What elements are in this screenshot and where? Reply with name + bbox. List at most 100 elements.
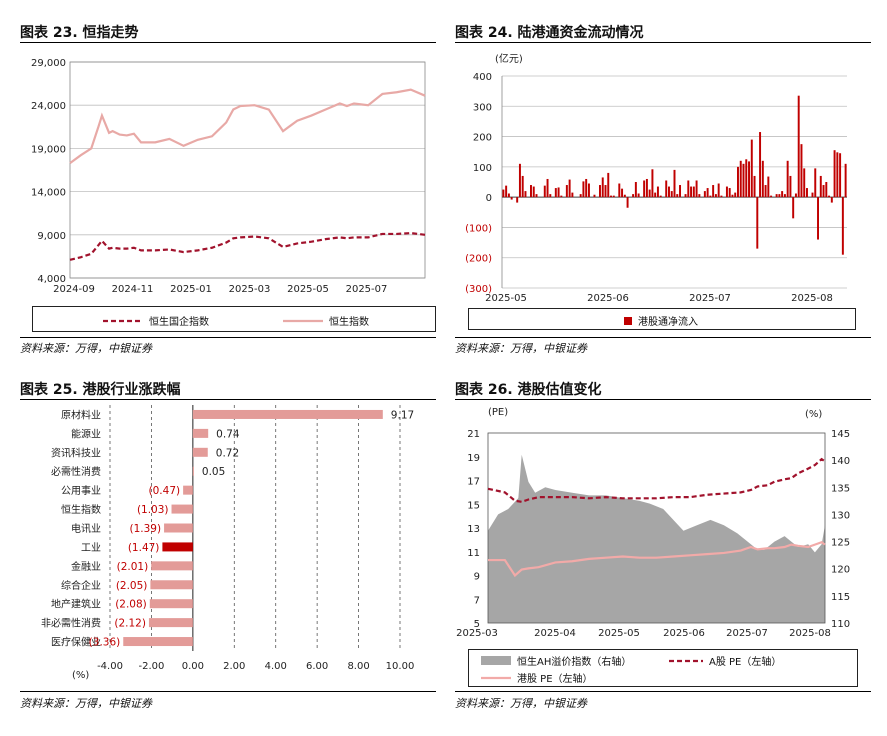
hk-pe-line <box>488 541 826 578</box>
flow-bar <box>524 191 527 198</box>
legend-item-hscei: 恒生国企指数 <box>103 313 209 328</box>
x-tick-label: 2025-07 <box>346 284 388 295</box>
flow-bar <box>568 179 571 198</box>
flow-bar <box>794 193 797 198</box>
flow-bar <box>786 160 789 198</box>
sector-bar <box>192 466 194 476</box>
flow-bar <box>535 194 538 198</box>
bar-swatch <box>624 316 632 325</box>
flow-bar <box>684 194 687 198</box>
source-rule <box>20 691 436 692</box>
x-tick-label: 6.00 <box>306 661 328 672</box>
legend-label: A股 PE（左轴） <box>709 657 782 668</box>
flow-bar <box>717 183 720 198</box>
x-tick-label: 2025-01 <box>170 284 212 295</box>
source-rule <box>20 337 436 338</box>
a-share-pe-line <box>487 457 826 504</box>
plot-frame <box>69 61 426 279</box>
series-line-hscei <box>69 231 426 261</box>
y-left-tick-label: 11 <box>467 548 480 559</box>
y-tick-label: (300) <box>465 284 492 295</box>
flow-bar <box>761 160 764 198</box>
category-label: 恒生指数 <box>61 503 101 516</box>
flow-bar <box>587 183 590 198</box>
flow-bar <box>783 194 786 198</box>
source-note: 资料来源：万得，中银证券 <box>20 697 152 710</box>
flow-bar <box>651 169 654 198</box>
flow-bar <box>778 194 781 198</box>
flow-bar <box>665 180 668 198</box>
flow-bar <box>742 163 745 198</box>
legend-label: 恒生指数 <box>329 317 369 328</box>
x-tick-label: 10.00 <box>386 661 415 672</box>
flow-bar <box>748 161 750 198</box>
flow-bar <box>687 180 690 198</box>
y-tick-label: 100 <box>473 163 492 174</box>
source-rule <box>455 337 871 338</box>
x-tick-label: 2024-11 <box>112 284 154 295</box>
flow-bar <box>695 180 698 198</box>
source-rule <box>455 691 871 692</box>
flow-bar <box>637 193 640 198</box>
legend-label: 恒生国企指数 <box>149 317 209 328</box>
flow-bar <box>725 186 728 198</box>
ah-premium-area <box>488 454 825 623</box>
sector-returns-chart: -4.00 -2.00 0.00 2.00 4.00 6.00 8.00 10.00 (%) 原材… <box>41 405 415 681</box>
y-tick-label: 14,000 <box>31 188 66 199</box>
flow-bar <box>728 188 731 198</box>
y-right-tick-label: 140 <box>831 456 850 467</box>
legend-item-flow: 港股通净流入 <box>624 313 698 328</box>
legend: 港股通净流入 <box>468 308 856 330</box>
y-left-tick-label: 7 <box>474 595 480 606</box>
flow-bar <box>634 182 637 198</box>
category-label: 公用事业 <box>61 484 101 497</box>
y-right-tick-label: 135 <box>831 483 850 494</box>
flow-bar <box>764 185 767 198</box>
data-label: (1.03) <box>137 504 169 516</box>
legend: 恒生国企指数 恒生指数 <box>32 306 436 332</box>
y-tick-label: (100) <box>465 223 492 234</box>
legend-item-a-pe: A股 PE（左轴） <box>669 653 781 668</box>
sector-bar <box>192 409 383 419</box>
flow-bar <box>819 175 822 198</box>
y-right-tick-label: 130 <box>831 510 850 521</box>
flow-bar <box>549 194 552 198</box>
line-swatch <box>283 319 323 322</box>
y-tick-label: (200) <box>465 254 492 265</box>
flow-bar <box>510 197 513 200</box>
y-right-tick-label: 115 <box>831 592 850 603</box>
flow-bar <box>709 195 712 198</box>
x-tick-label: 2025-08 <box>791 293 833 304</box>
flow-bar <box>530 185 532 198</box>
flow-bar <box>645 178 648 198</box>
flow-bar <box>692 186 695 198</box>
plot-frame <box>487 432 826 624</box>
left-axis-unit: (PE) <box>488 407 508 418</box>
hk-valuation-chart: (PE) (%) 5 7 9 11 13 15 17 19 21 110 115 120 125 130 135… <box>456 407 850 639</box>
data-label: (2.05) <box>116 580 148 592</box>
panel-title: 图表 25. 港股行业涨跌幅 <box>20 382 181 398</box>
category-label: 金融业 <box>71 560 101 573</box>
x-tick-label: 0.00 <box>182 661 204 672</box>
x-tick-label: 2025-07 <box>726 628 768 639</box>
flow-bar <box>656 186 659 198</box>
flow-bar <box>593 194 596 198</box>
flow-bar <box>714 194 717 198</box>
data-label: (2.12) <box>114 618 146 630</box>
y-axis-unit: (亿元) <box>495 52 523 65</box>
flow-bar <box>668 186 670 198</box>
flow-bar <box>841 197 844 255</box>
panel-sector-returns: 图表 25. 港股行业涨跌幅 -4.00 -2.00 0.00 2.00 4.00 6.0… <box>20 368 436 728</box>
flow-bar <box>814 168 817 198</box>
legend-label: 港股 PE（左轴） <box>517 674 593 685</box>
flow-bar <box>770 195 773 198</box>
flow-bar <box>734 192 737 198</box>
flow-bar <box>632 194 635 198</box>
x-tick-label: 2025-03 <box>456 628 498 639</box>
flow-bar <box>607 172 610 198</box>
sector-bar <box>164 523 193 533</box>
x-tick-label: 2025-05 <box>598 628 640 639</box>
title-rule <box>20 399 436 400</box>
flow-bar <box>720 195 723 198</box>
x-tick-label: 2025-04 <box>534 628 576 639</box>
